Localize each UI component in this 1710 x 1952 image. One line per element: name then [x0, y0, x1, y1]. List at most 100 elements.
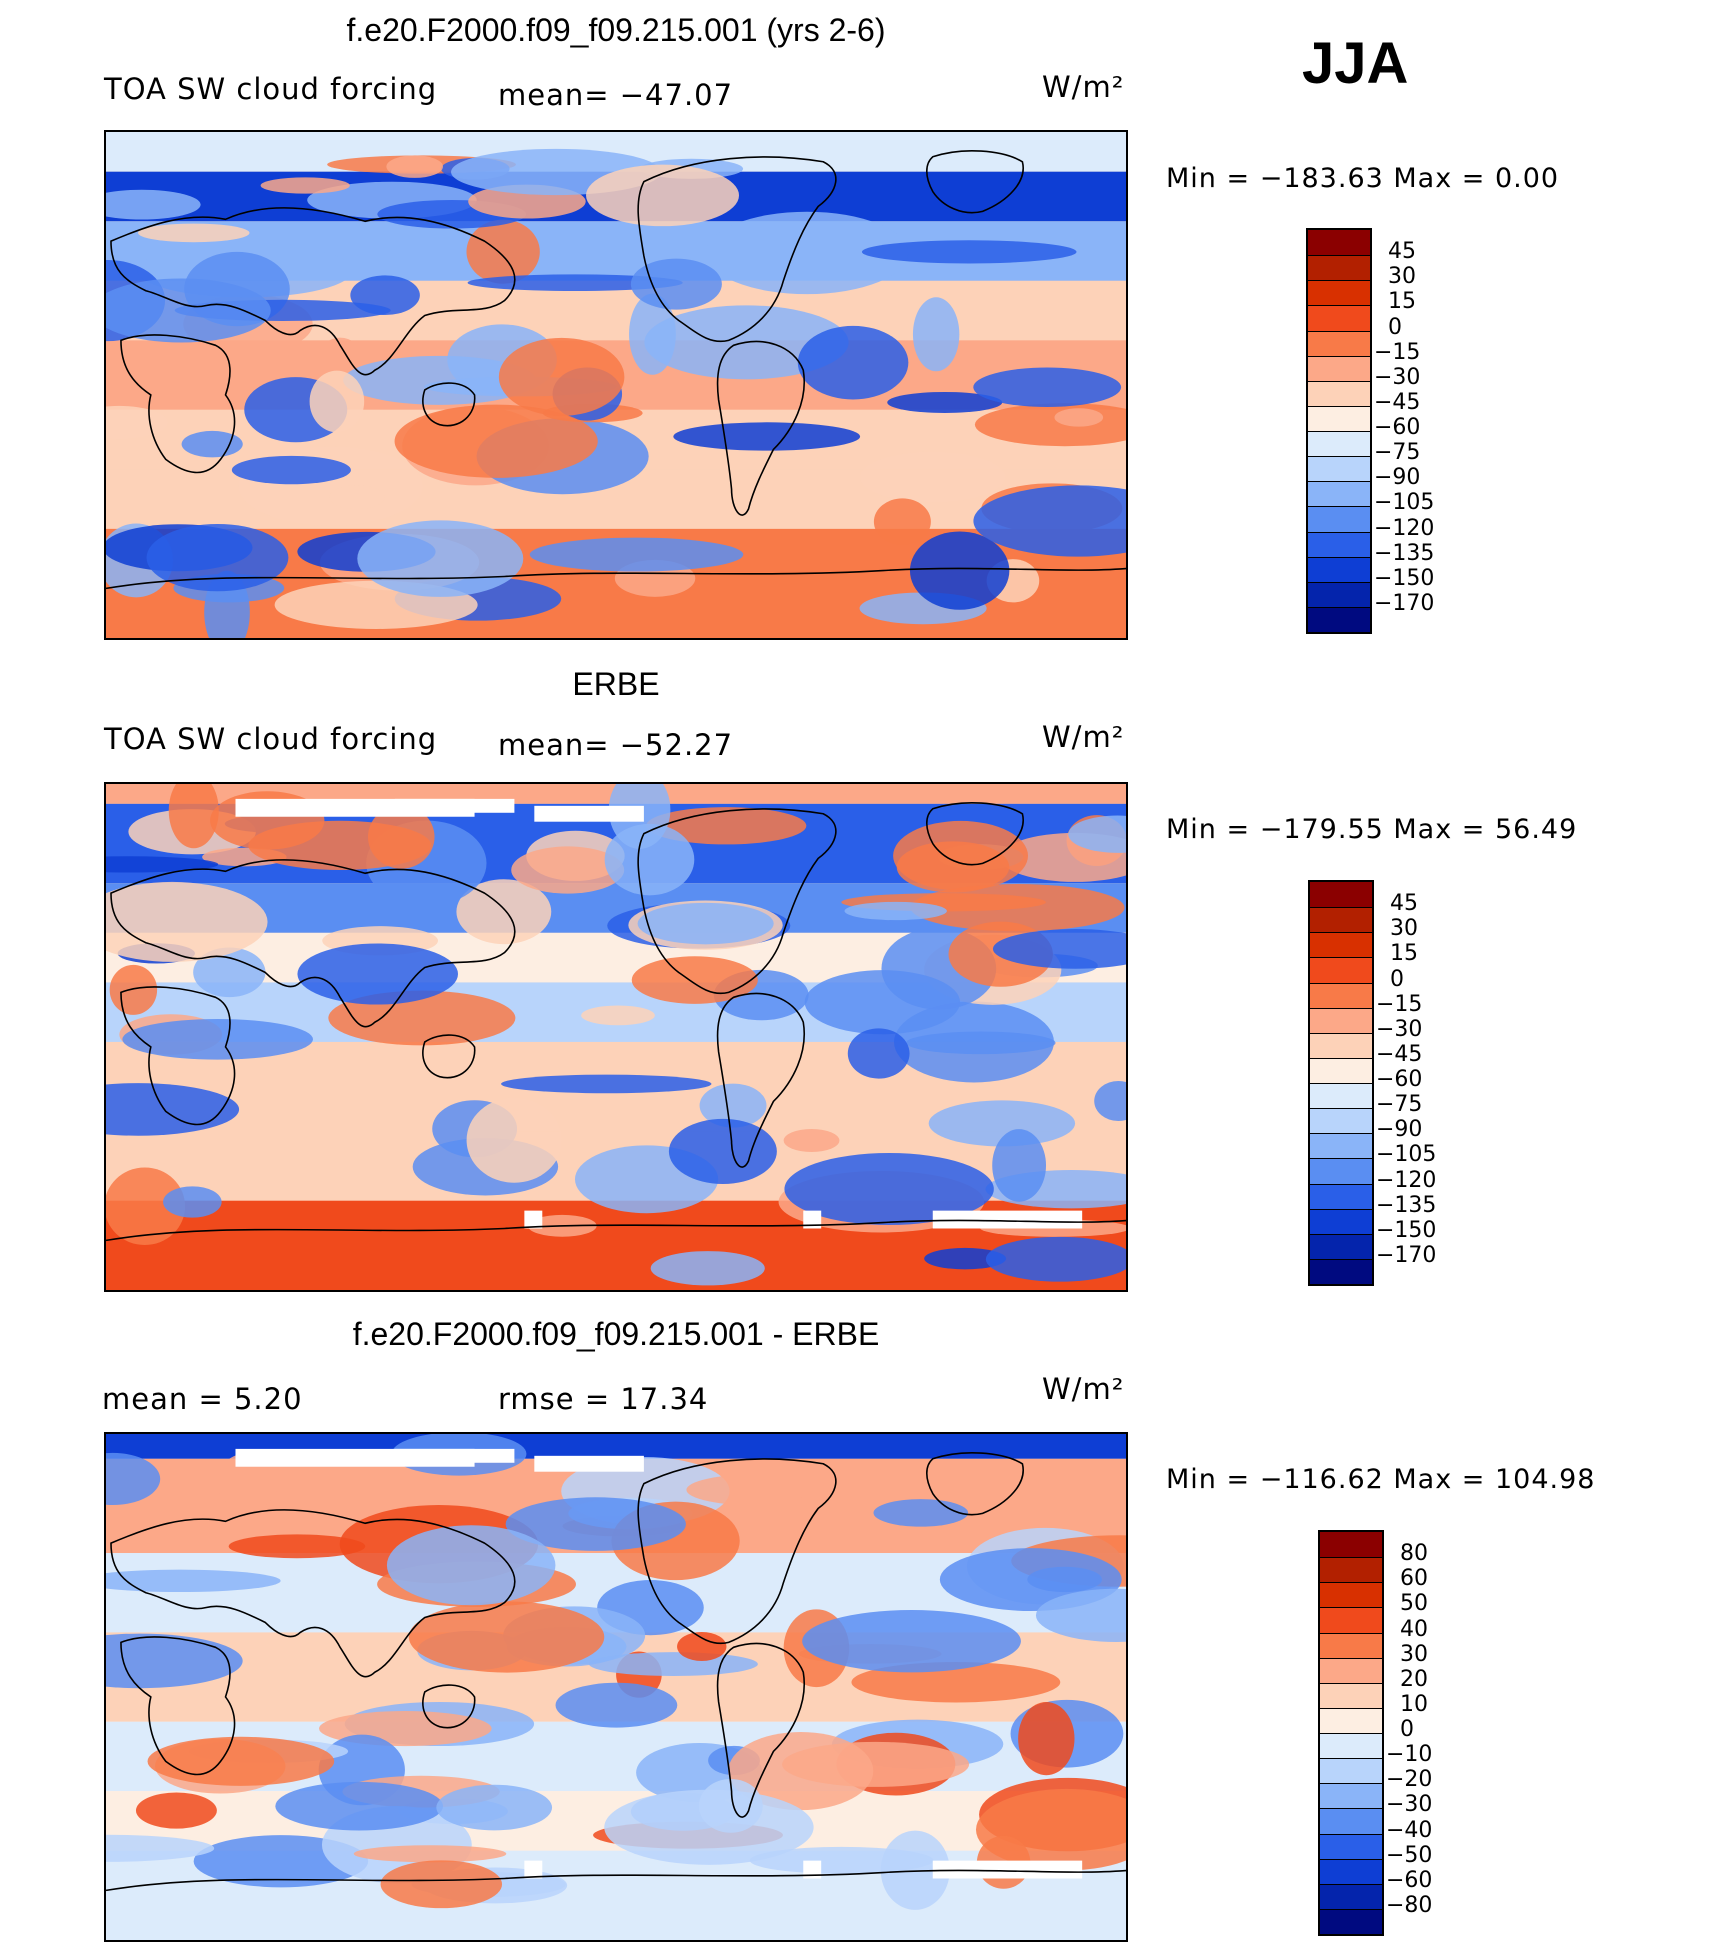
colorbar-segment	[1320, 1758, 1382, 1784]
colorbar-segment	[1308, 255, 1370, 281]
colorbar-tick-label: −150	[1374, 565, 1435, 591]
coastline	[110, 1509, 516, 1678]
coastline	[422, 1034, 476, 1079]
colorbar-segment	[1308, 355, 1370, 381]
panel-3-title: f.e20.F2000.f09_f09.215.001 - ERBE	[352, 1316, 880, 1352]
coastline	[637, 808, 837, 995]
colorbar-tick-label: 0	[1390, 966, 1404, 992]
coastline	[716, 340, 805, 516]
colorbar-tick-label: −15	[1374, 339, 1421, 365]
colorbar-segment	[1320, 1858, 1382, 1884]
colorbar-tick-label: −75	[1376, 1092, 1423, 1118]
colorbar-segment	[1310, 1057, 1372, 1083]
coastline	[716, 1642, 805, 1818]
field-map-svg	[106, 1434, 1126, 1940]
colorbar-segment	[1320, 1682, 1382, 1708]
colorbar-segment	[1310, 1208, 1372, 1234]
panel-2-variable-label: TOA SW cloud forcing	[104, 722, 438, 756]
panel-3-units: W/m²	[1042, 1372, 1125, 1406]
colorbar-segment	[1310, 1083, 1372, 1109]
coastline	[106, 1869, 1126, 1892]
colorbar-tick-label: −60	[1374, 415, 1421, 440]
coastline	[120, 334, 236, 474]
panel-3-map	[104, 1432, 1128, 1942]
colorbar-tick-label: −80	[1386, 1892, 1433, 1918]
panel-2-units: W/m²	[1042, 720, 1125, 754]
colorbar-segment	[1308, 506, 1370, 532]
colorbar-segment	[1308, 230, 1370, 256]
panel-2-mean-label: mean= −52.27	[498, 728, 734, 762]
colorbar-segment	[1310, 982, 1372, 1008]
field-map-svg	[106, 132, 1126, 638]
colorbar-tick-label: 45	[1390, 891, 1418, 917]
colorbar-segment	[1308, 581, 1370, 607]
colorbar-segment	[1310, 882, 1372, 908]
colorbar-tick-label: −50	[1386, 1842, 1433, 1868]
panel-1-colorbar	[1306, 228, 1372, 634]
colorbar-segment	[1308, 481, 1370, 507]
colorbar-segment	[1320, 1632, 1382, 1658]
panel-2-colorbar	[1308, 880, 1374, 1286]
colorbar-tick-label: −60	[1376, 1067, 1423, 1092]
coastline	[106, 567, 1126, 590]
colorbar-segment	[1308, 330, 1370, 356]
season-label: JJA	[1302, 31, 1409, 96]
panel-1-mean-label: mean= −47.07	[498, 78, 734, 112]
colorbar-tick-label: −60	[1386, 1867, 1433, 1893]
colorbar-tick-label: 40	[1400, 1616, 1428, 1642]
colorbar-tick-label: −120	[1376, 1167, 1437, 1193]
panel-2-map	[104, 782, 1128, 1292]
colorbar-segment	[1320, 1833, 1382, 1859]
colorbar-segment	[1308, 280, 1370, 306]
colorbar-tick-label: −150	[1376, 1217, 1437, 1243]
colorbar-segment	[1310, 957, 1372, 983]
colorbar-tick-label: −135	[1374, 540, 1435, 566]
colorbar-segment	[1310, 1183, 1372, 1209]
colorbar-tick-label: −10	[1386, 1742, 1433, 1768]
colorbar-segment	[1320, 1733, 1382, 1759]
colorbar-segment	[1310, 1133, 1372, 1159]
coastline	[120, 1636, 236, 1776]
panel-1-units: W/m²	[1042, 70, 1125, 104]
coastline	[106, 1219, 1126, 1242]
colorbar-tick-label: −45	[1376, 1041, 1423, 1067]
colorbar-segment	[1320, 1657, 1382, 1683]
colorbar-segment	[1308, 606, 1370, 632]
panel-1-variable-label: TOA SW cloud forcing	[104, 72, 438, 106]
coastline	[925, 1452, 1024, 1516]
coastline	[120, 986, 236, 1126]
colorbar-tick-label: −30	[1376, 1016, 1423, 1042]
coastline	[637, 156, 837, 343]
colorbar-segment	[1320, 1808, 1382, 1834]
colorbar-segment	[1310, 1158, 1372, 1184]
colorbar-tick-label: −30	[1386, 1792, 1433, 1818]
colorbar-tick-label: −20	[1386, 1767, 1433, 1793]
coastline	[110, 859, 516, 1028]
colorbar-tick-label: 45	[1388, 239, 1416, 265]
coastline	[925, 150, 1024, 214]
colorbar-segment	[1308, 456, 1370, 482]
coastline	[422, 1684, 476, 1729]
panel-3-rmse-label: rmse = 17.34	[498, 1382, 709, 1416]
colorbar-tick-label: −75	[1374, 440, 1421, 466]
colorbar-tick-label: 50	[1400, 1591, 1428, 1617]
coastline	[110, 207, 516, 376]
colorbar-tick-label: 15	[1388, 289, 1416, 315]
colorbar-tick-label: 0	[1388, 314, 1402, 340]
colorbar-tick-label: 30	[1390, 916, 1418, 942]
colorbar-tick-label: −40	[1386, 1817, 1433, 1843]
colorbar-segment	[1310, 932, 1372, 958]
field-map-svg	[106, 784, 1126, 1290]
panel-3-colorbar	[1318, 1530, 1384, 1936]
colorbar-tick-label: −90	[1374, 465, 1421, 491]
colorbar-tick-label: −135	[1376, 1192, 1437, 1218]
colorbar-segment	[1320, 1532, 1382, 1558]
colorbar-tick-label: −105	[1376, 1142, 1437, 1168]
colorbar-tick-label: 30	[1388, 264, 1416, 290]
coastline	[716, 992, 805, 1168]
colorbar-tick-label: 80	[1400, 1541, 1428, 1567]
colorbar-segment	[1308, 531, 1370, 557]
coastline	[422, 382, 476, 427]
colorbar-tick-label: 20	[1400, 1666, 1428, 1692]
colorbar-segment	[1310, 907, 1372, 933]
